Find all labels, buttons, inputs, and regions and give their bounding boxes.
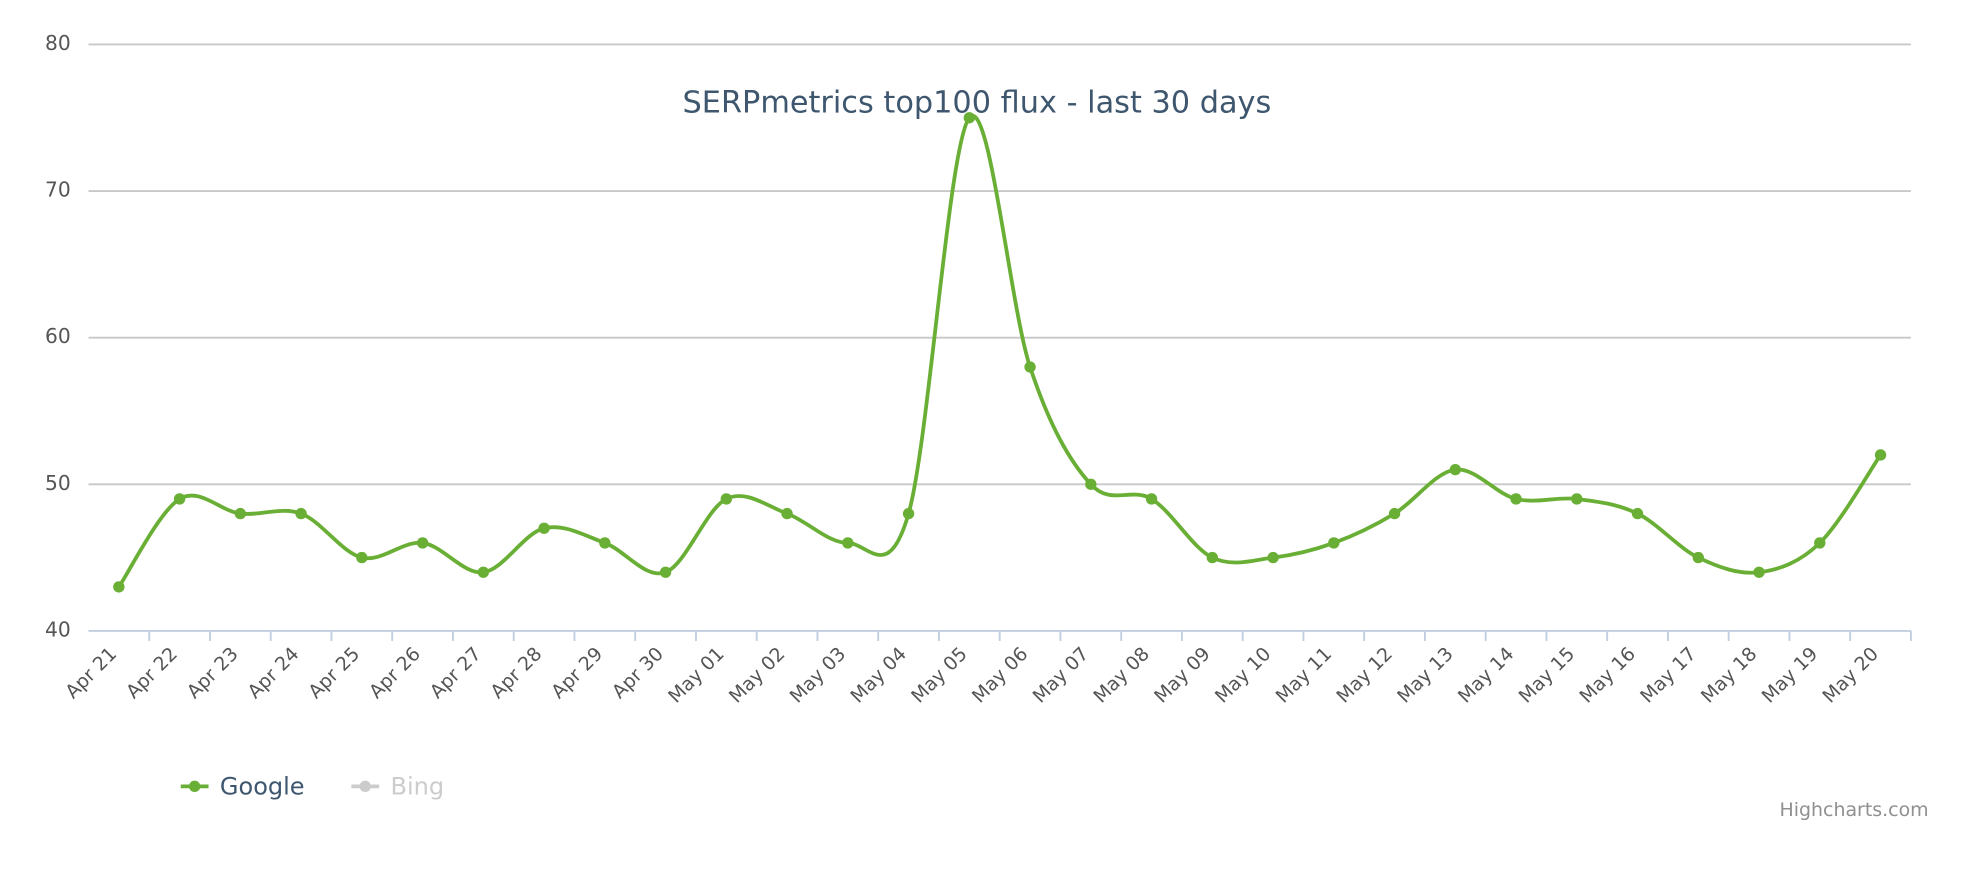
legend-label: Google <box>220 773 305 801</box>
point <box>1510 493 1522 505</box>
point <box>356 551 368 564</box>
point <box>1267 551 1279 564</box>
x-tick-label: May 12 <box>1332 643 1397 708</box>
legend-label: Bing <box>391 773 445 801</box>
point <box>1145 493 1158 505</box>
x-tick-label: Apr 25 <box>304 643 364 703</box>
chart-title: SERPmetrics top100 flux - last 30 days <box>683 85 1272 120</box>
x-tick-label: Apr 26 <box>365 643 425 703</box>
x-tick-label: Apr 30 <box>608 643 668 703</box>
x-tick-label: May 18 <box>1697 643 1762 708</box>
point <box>1874 449 1887 461</box>
point <box>295 507 307 520</box>
y-tick-label: 50 <box>45 471 71 495</box>
point <box>781 507 793 520</box>
legend-item[interactable]: Google <box>180 773 305 801</box>
x-tick-label: May 03 <box>786 643 851 708</box>
point <box>173 493 186 505</box>
x-tick-label: May 09 <box>1150 643 1215 708</box>
x-tick-label: May 13 <box>1393 643 1458 708</box>
x-tick-label: Apr 24 <box>243 643 303 703</box>
point <box>1692 551 1704 564</box>
x-tick-label: Apr 21 <box>61 643 121 703</box>
point <box>1328 537 1340 549</box>
x-tick-label: Apr 29 <box>547 643 607 703</box>
x-tick-label: May 14 <box>1454 643 1519 708</box>
x-tick-label: May 01 <box>664 643 729 708</box>
point <box>1085 478 1097 490</box>
x-tick-label: May 20 <box>1818 643 1883 708</box>
x-tick-label: May 16 <box>1575 643 1640 708</box>
x-tick-label: May 19 <box>1758 643 1823 708</box>
point <box>1814 537 1826 549</box>
point <box>1206 551 1219 564</box>
x-tick-label: May 02 <box>725 643 790 708</box>
point <box>1449 463 1461 476</box>
x-tick-label: May 17 <box>1636 643 1701 708</box>
point <box>1571 493 1583 505</box>
point <box>234 507 247 520</box>
point <box>902 507 915 520</box>
x-tick-label: May 11 <box>1272 643 1337 708</box>
x-tick-label: Apr 28 <box>486 643 546 703</box>
y-tick-label: 40 <box>45 617 71 641</box>
point <box>720 493 733 505</box>
x-tick-label: May 05 <box>907 643 972 708</box>
legend-marker <box>359 780 371 793</box>
point <box>599 537 611 549</box>
point <box>538 522 550 534</box>
legend-item[interactable]: Bing <box>351 773 444 801</box>
point <box>1388 507 1401 520</box>
x-tick-label: Apr 22 <box>122 643 182 703</box>
x-tick-label: May 07 <box>1029 643 1094 708</box>
point <box>963 112 976 124</box>
point <box>1631 507 1644 520</box>
y-tick-label: 70 <box>45 178 71 202</box>
point <box>1753 566 1765 578</box>
y-tick-label: 60 <box>45 324 71 348</box>
x-tick-label: May 06 <box>968 643 1033 708</box>
point <box>113 581 125 593</box>
x-tick-label: May 15 <box>1515 643 1580 708</box>
credits[interactable]: Highcharts.com <box>1780 799 1929 821</box>
point <box>477 566 490 578</box>
point <box>1024 361 1036 373</box>
legend-marker <box>188 780 201 793</box>
point <box>659 566 672 578</box>
x-tick-label: May 04 <box>846 643 911 708</box>
x-tick-label: Apr 27 <box>426 643 486 703</box>
point <box>416 537 429 549</box>
series-line <box>117 113 1883 588</box>
y-tick-label: 80 <box>45 31 71 55</box>
x-tick-label: May 08 <box>1089 643 1154 708</box>
x-tick-label: May 10 <box>1211 643 1276 708</box>
point <box>842 537 854 549</box>
x-tick-label: Apr 23 <box>183 643 243 703</box>
